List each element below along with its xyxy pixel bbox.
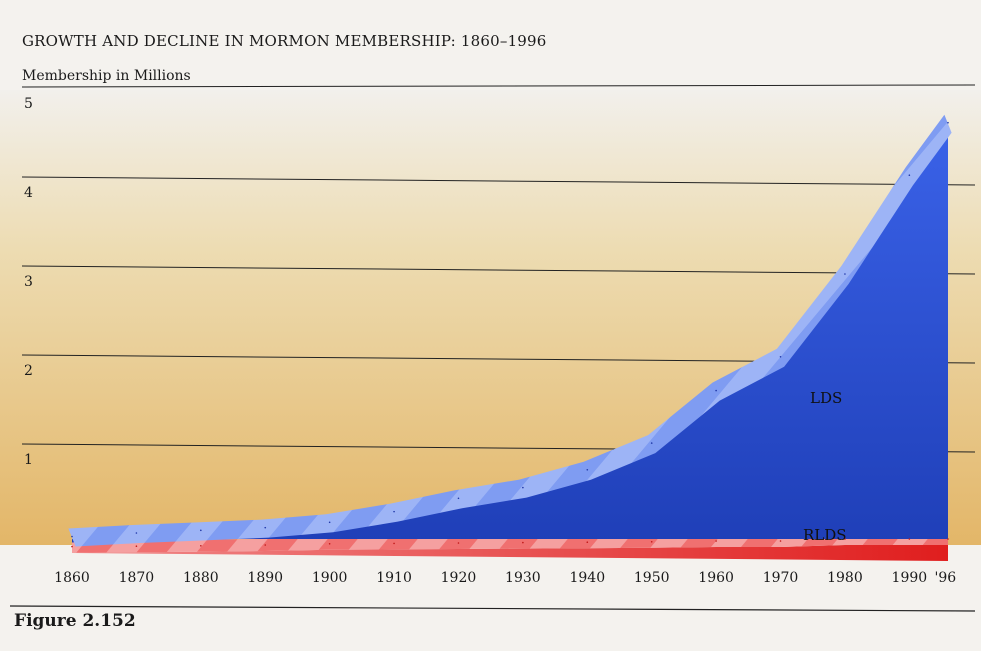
series-layer: LDS RLDS — [68, 114, 952, 561]
lds-point — [200, 529, 202, 532]
lds-point — [947, 121, 949, 124]
rlds-point — [264, 544, 267, 546]
x-tick-label: 1920 — [441, 570, 477, 586]
lds-point — [650, 442, 653, 444]
rlds-point — [844, 538, 846, 540]
lds-point — [715, 389, 717, 392]
rlds-point — [947, 538, 949, 540]
gridline-4 — [21, 176, 976, 186]
x-tick-label: 1950 — [634, 570, 670, 586]
rlds-point — [908, 538, 911, 540]
lds-point — [908, 174, 911, 177]
tick-labels: 1 2 3 4 5 1860 1870 1880 1890 1900 1910 1920 1930 194… — [24, 96, 956, 586]
lds-point — [844, 273, 846, 275]
lds-point — [586, 469, 589, 471]
rlds-point — [457, 542, 460, 544]
rlds-point — [715, 540, 717, 542]
rlds-point — [650, 541, 653, 543]
lds-point — [71, 535, 73, 538]
series-label-lds: LDS — [810, 389, 842, 407]
lds-point — [457, 497, 460, 500]
series-label-rlds: RLDS — [803, 526, 847, 544]
rlds-point — [135, 545, 138, 547]
rlds-point — [328, 543, 331, 545]
y-tick-label: 2 — [24, 363, 33, 379]
y-tick-label: 1 — [24, 452, 33, 468]
figure-caption: Figure 2.152 — [14, 611, 136, 631]
lds-point — [779, 355, 782, 358]
rlds-point — [779, 540, 782, 542]
x-tick-label: 1870 — [119, 570, 155, 586]
x-tick-label: 1960 — [698, 570, 734, 586]
y-axis-label: Membership in Millions — [22, 68, 191, 84]
y-tick-label: 5 — [24, 96, 33, 112]
y-tick-label: 4 — [24, 185, 33, 201]
lds-point — [393, 510, 395, 513]
x-tick-label: 1910 — [376, 570, 412, 586]
bottom-rule — [9, 605, 976, 612]
lds-area — [72, 128, 948, 543]
x-tick-label: 1860 — [54, 570, 90, 586]
x-tick-label: 1890 — [247, 570, 283, 586]
gridline-3 — [21, 265, 976, 275]
gridline-5 — [21, 84, 976, 88]
lds-point — [522, 486, 524, 489]
x-tick-label: 1900 — [312, 570, 348, 586]
y-tick-label: 3 — [24, 274, 33, 290]
lds-point — [328, 521, 331, 524]
rlds-point — [71, 545, 73, 548]
x-tick-label: '96 — [935, 570, 957, 586]
x-tick-label: 1970 — [763, 570, 799, 586]
x-tick-label: 1940 — [569, 570, 605, 586]
x-tick-label: 1990 — [892, 570, 928, 586]
chart-title: GROWTH AND DECLINE IN MORMON MEMBERSHIP:… — [22, 32, 547, 50]
rlds-point — [586, 541, 589, 543]
x-tick-label: 1930 — [505, 570, 541, 586]
lds-point — [135, 532, 138, 534]
rlds-point — [522, 541, 524, 544]
x-tick-label: 1980 — [827, 570, 863, 586]
rlds-point — [200, 545, 202, 547]
rlds-area — [72, 545, 948, 561]
lds-point — [264, 526, 267, 529]
rlds-point — [393, 542, 395, 545]
x-tick-label: 1880 — [183, 570, 219, 586]
